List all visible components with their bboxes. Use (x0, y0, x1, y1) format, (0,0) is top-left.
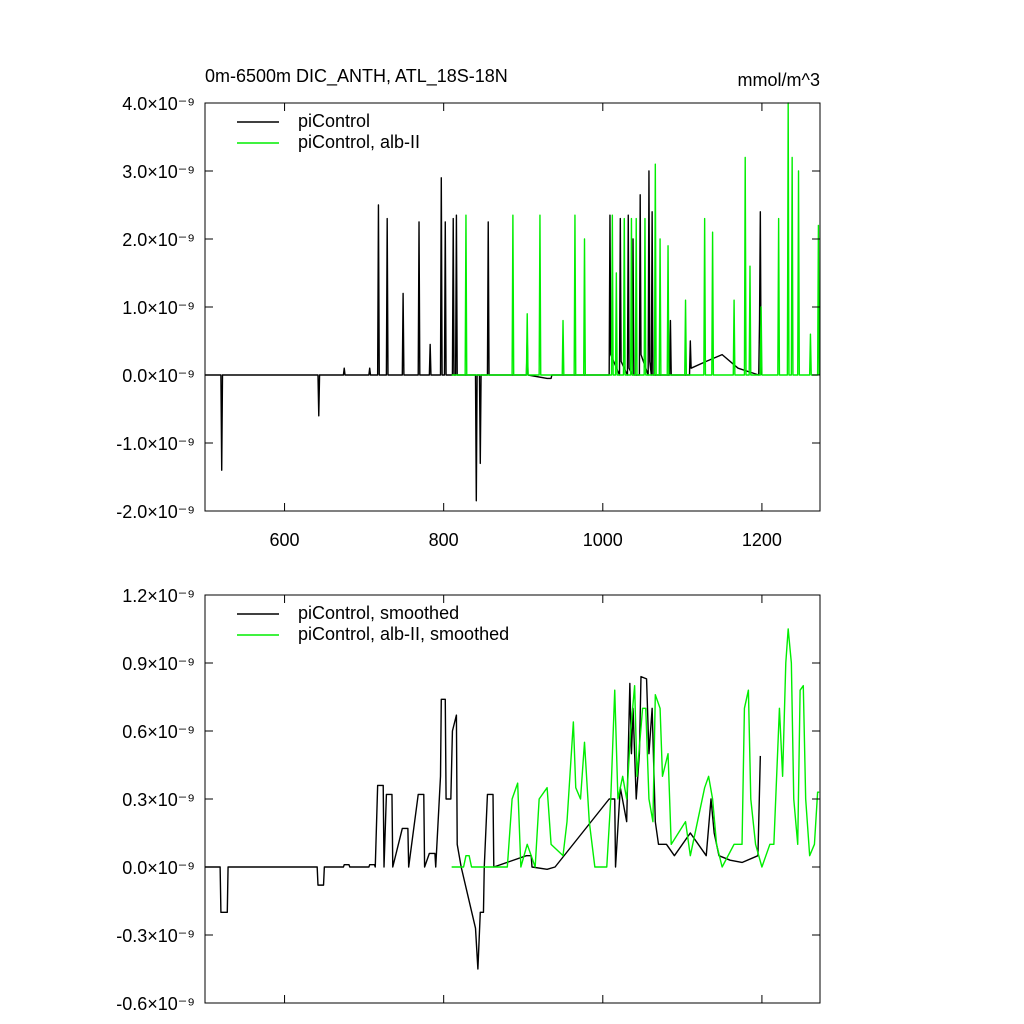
y-tick-label: -2.0×10⁻⁹ (116, 502, 195, 522)
x-tick-label: 600 (270, 530, 300, 550)
y-tick-label: 0.0×10⁻⁹ (122, 858, 195, 878)
y-tick-label: -0.6×10⁻⁹ (116, 994, 195, 1014)
y-tick-label: 1.0×10⁻⁹ (122, 298, 195, 318)
y-tick-label: 2.0×10⁻⁹ (122, 230, 195, 250)
y-tick-label: 1.2×10⁻⁹ (122, 586, 195, 606)
data-line (451, 628, 820, 868)
y-tick-label: 4.0×10⁻⁹ (122, 94, 195, 114)
y-tick-label: -1.0×10⁻⁹ (116, 434, 195, 454)
y-tick-label: 0.9×10⁻⁹ (122, 654, 195, 674)
x-tick-label: 1200 (742, 530, 782, 550)
y-tick-label: 0.3×10⁻⁹ (122, 790, 195, 810)
x-tick-label: 1000 (583, 530, 623, 550)
legend-label: piControl, smoothed (298, 603, 459, 623)
data-line (205, 170, 762, 502)
unit-label: mmol/m^3 (738, 70, 820, 90)
x-tick-label: 800 (429, 530, 459, 550)
legend-label: piControl (298, 111, 370, 131)
y-tick-label: -0.3×10⁻⁹ (116, 926, 195, 946)
y-tick-label: 0.0×10⁻⁹ (122, 366, 195, 386)
chart-title: 0m-6500m DIC_ANTH, ATL_18S-18N (205, 66, 508, 87)
legend-label: piControl, alb-II, smoothed (298, 624, 509, 644)
y-tick-label: 3.0×10⁻⁹ (122, 162, 195, 182)
data-line (205, 675, 762, 970)
legend-label: piControl, alb-II (298, 132, 420, 152)
data-line (451, 102, 820, 376)
y-tick-label: 0.6×10⁻⁹ (122, 722, 195, 742)
